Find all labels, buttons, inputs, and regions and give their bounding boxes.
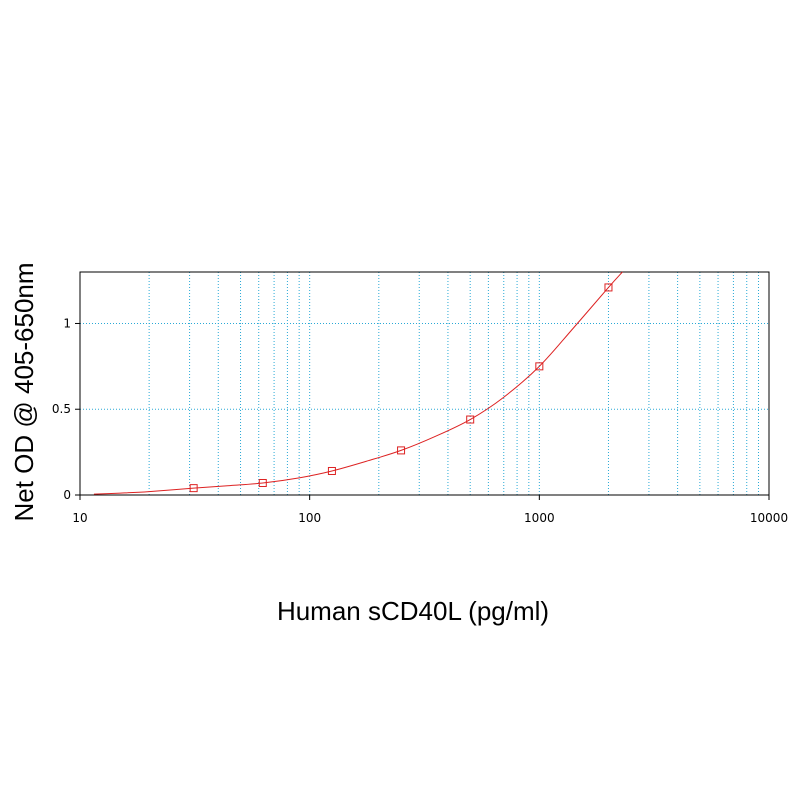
data-point [466,415,475,424]
x-tick-label: 1000 [524,511,555,525]
data-point [604,283,613,292]
x-tick-label: 10 [72,511,87,525]
y-tick-label: 0 [63,488,71,502]
y-axis-title: Net OD @ 405-650nm [9,262,39,521]
y-tick-label: 0.5 [52,402,71,416]
data-point [535,362,544,371]
data-point [327,466,336,475]
grid [80,272,769,495]
plot-frame [79,271,770,496]
data-point [189,484,198,493]
y-tick-label: 1 [63,316,71,330]
ticks: 10 100 1000 10000 0 0.5 1 [52,316,788,525]
x-axis-title: Human sCD40L (pg/ml) [277,596,549,626]
data-point [258,478,267,487]
data-points [189,283,613,493]
fit-curve [93,271,623,495]
data-point [397,446,406,455]
fit-curve-line [93,271,623,495]
x-tick-label: 10000 [750,511,788,525]
x-tick-label: 100 [298,511,321,525]
